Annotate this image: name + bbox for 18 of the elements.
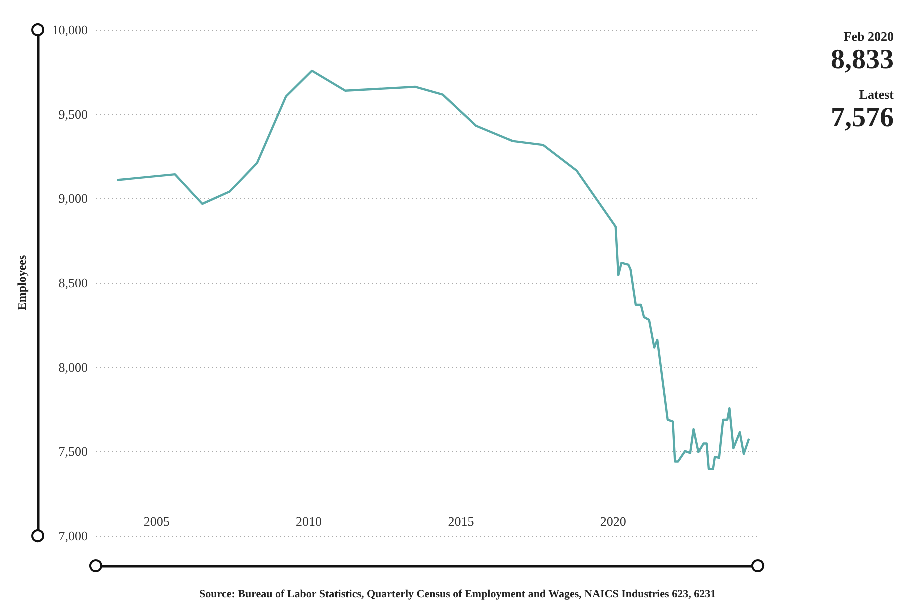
y-tick-label: 9,000: [58, 191, 88, 206]
y-axis-title: Employees: [15, 255, 29, 311]
source-note: Source: Bureau of Labor Statistics, Quarterly Census of Employment and Wages, NAICS Industries 623, 6231: [200, 588, 716, 600]
y-tick-label: 10,000: [52, 22, 88, 38]
x-tick-label: 2005: [144, 514, 170, 529]
text: 7,576: [831, 102, 894, 134]
x-tick-label: 2015: [448, 514, 474, 529]
line-series: [116, 70, 750, 470]
y-tick-label: 8,500: [58, 276, 88, 290]
x-tick-label: 2020: [600, 514, 626, 529]
text: Latest: [859, 87, 895, 102]
y-tick-label: 9,500: [58, 106, 88, 122]
text: Feb 2020: [844, 29, 894, 44]
y-tick-label: 7,000: [58, 528, 88, 544]
y-tick-label: 8,000: [58, 360, 88, 375]
text: 8,833: [831, 44, 894, 76]
x-tick-label: 2010: [296, 514, 322, 529]
y-tick-label: 7,500: [58, 444, 88, 460]
